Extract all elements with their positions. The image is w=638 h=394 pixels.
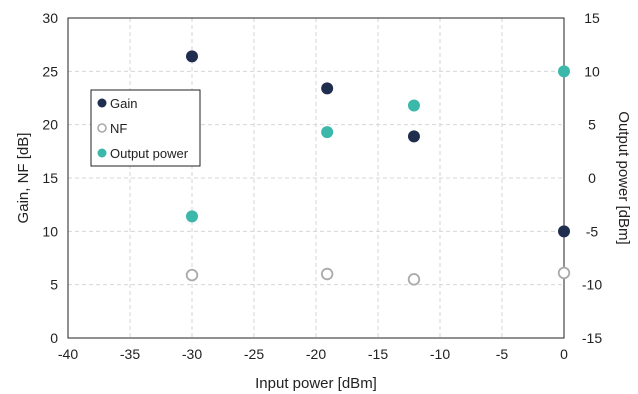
data-point-nf [407, 273, 421, 286]
y2-axis-title: Output power [dBm] [615, 111, 632, 244]
data-point-gain [558, 225, 570, 238]
x-tick-label: -10 [430, 346, 450, 362]
y-tick-label: 10 [42, 223, 58, 239]
legend-label-output-power: Output power [110, 146, 189, 161]
x-axis-title: Input power [dBm] [255, 375, 377, 392]
y-tick-label: 20 [42, 117, 58, 133]
data-point-output-power [558, 65, 570, 78]
tick-labels: -40 -35 -30 -25 -20 -15 -10 -5 0 0 5 10 15 20 25 30 -15 -… [42, 10, 602, 362]
data-point-gain [407, 130, 420, 143]
x-tick-label: -30 [182, 346, 202, 362]
legend-label-nf: NF [110, 121, 127, 136]
x-tick-label: -20 [306, 346, 326, 362]
y2-tick-label: -5 [586, 223, 599, 239]
legend: Gain NF Output power [90, 89, 201, 167]
y-tick-label: 25 [42, 63, 58, 79]
data-point-gain [186, 50, 198, 63]
y2-tick-label: 10 [584, 63, 600, 79]
data-point-output-power [321, 126, 334, 139]
y2-tick-label: 5 [588, 117, 596, 133]
y2-tick-label: 0 [588, 170, 596, 186]
x-tick-label: -25 [244, 346, 264, 362]
y-tick-label: 5 [50, 277, 58, 293]
y-axis-title: Gain, NF [dB] [15, 133, 32, 224]
data-point-output-power [186, 210, 198, 223]
legend-marker-output-power [97, 148, 107, 158]
legend-box [90, 89, 201, 167]
grid-lines [68, 18, 564, 338]
legend-marker-nf [97, 123, 107, 133]
data-point-output-power [407, 99, 420, 112]
data-point-nf [557, 266, 571, 280]
data-point-nf [320, 267, 334, 281]
x-tick-label: -40 [58, 346, 78, 362]
y-tick-label: 30 [42, 10, 58, 26]
y2-tick-label: -15 [582, 330, 602, 346]
data-point-gain [321, 82, 334, 95]
x-tick-label: 0 [560, 346, 568, 362]
x-tick-label: -35 [120, 346, 140, 362]
y2-tick-label: 15 [584, 10, 600, 26]
y2-tick-label: -10 [582, 277, 602, 293]
plot-area-frame [67, 17, 565, 339]
legend-marker-gain [97, 98, 107, 108]
data-point-nf [185, 268, 199, 282]
legend-label-gain: Gain [110, 96, 137, 111]
y-tick-label: 0 [50, 330, 58, 346]
y-tick-label: 15 [42, 170, 58, 186]
x-tick-label: -15 [368, 346, 388, 362]
data-points [185, 50, 571, 286]
x-tick-label: -5 [496, 346, 509, 362]
